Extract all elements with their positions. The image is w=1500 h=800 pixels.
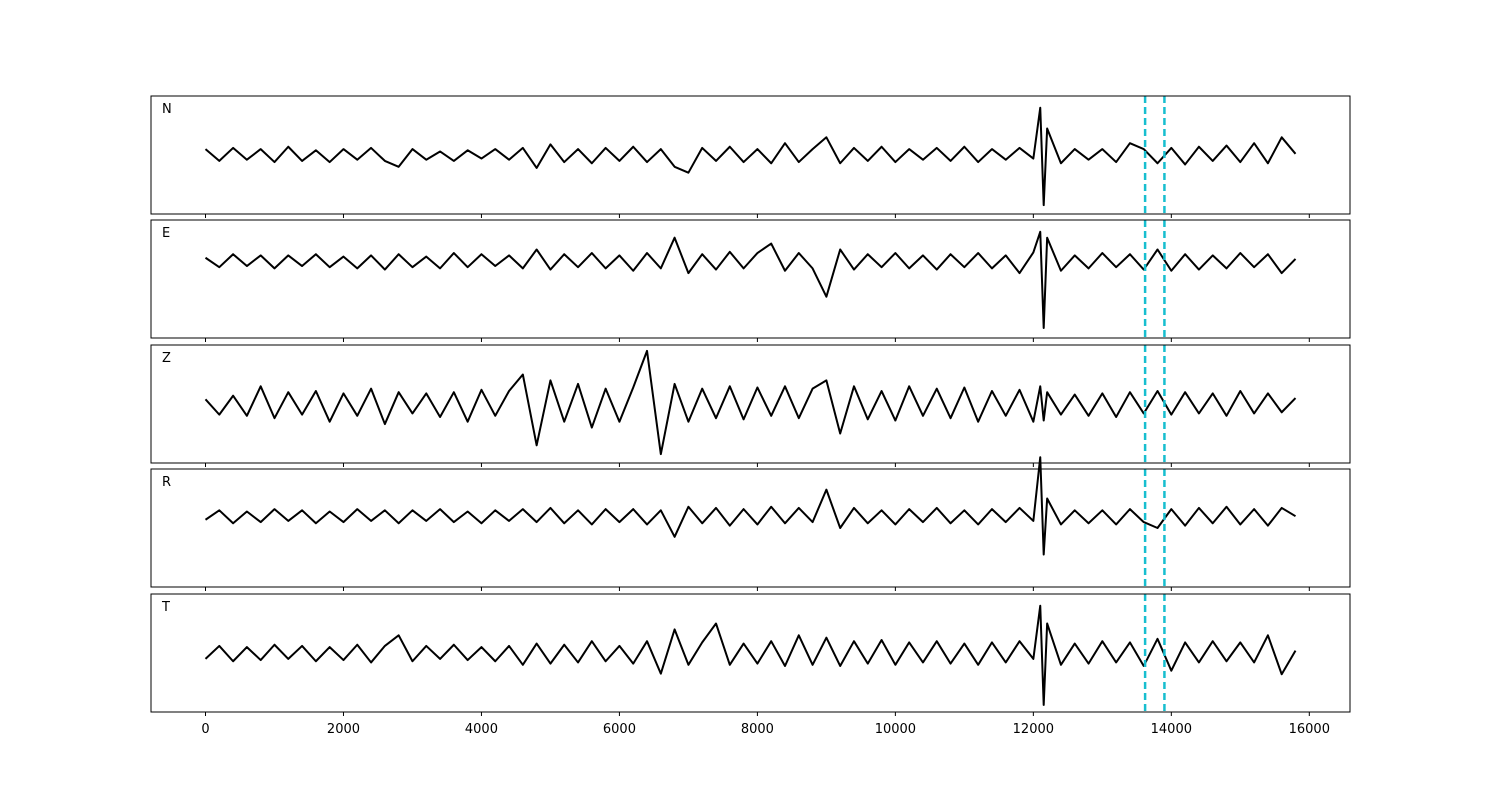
panel-label: R	[162, 475, 171, 490]
panel-label: T	[161, 600, 170, 615]
panel-label: Z	[162, 351, 171, 366]
waveform	[204, 349, 1297, 456]
panel-label: E	[162, 226, 170, 241]
panel-frame	[150, 219, 1351, 339]
x-tick-label: 6000	[603, 722, 636, 737]
panel-frame	[150, 468, 1351, 588]
x-tick-label: 16000	[1289, 722, 1330, 737]
panel-frame	[150, 344, 1351, 464]
panel-frame	[150, 593, 1351, 713]
x-tick-label: 14000	[1151, 722, 1192, 737]
waveform	[204, 106, 1297, 207]
x-tick-label: 0	[201, 722, 209, 737]
x-tick-label: 8000	[741, 722, 774, 737]
waveform	[204, 456, 1297, 556]
x-tick-label: 4000	[465, 722, 498, 737]
panel-label: N	[162, 102, 172, 117]
x-tick-label: 10000	[875, 722, 916, 737]
x-tick-label: 12000	[1013, 722, 1054, 737]
waveform	[204, 230, 1297, 329]
panel-frame	[150, 95, 1351, 215]
x-tick-label: 2000	[327, 722, 360, 737]
waveform	[204, 604, 1297, 706]
